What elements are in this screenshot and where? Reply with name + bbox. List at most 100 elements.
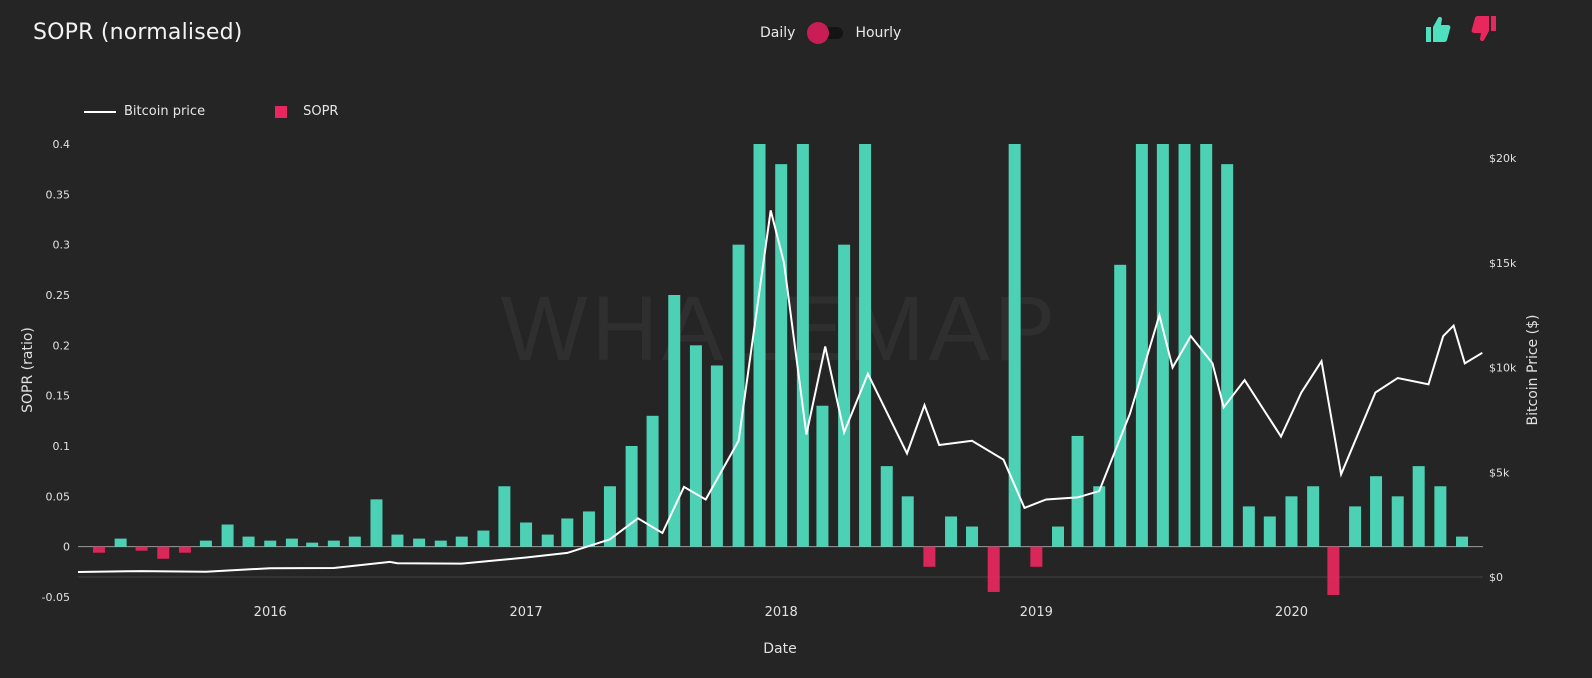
sopr-bar xyxy=(221,524,234,547)
sopr-bar xyxy=(455,536,468,547)
sopr-bar xyxy=(689,345,702,547)
sopr-bar xyxy=(1221,164,1234,547)
y-left-tick-label: 0.15 xyxy=(46,390,71,403)
y-right-tick-label: $20k xyxy=(1489,152,1517,165)
y-right-tick-label: $5k xyxy=(1489,466,1510,479)
sopr-bar xyxy=(520,522,533,547)
y-left-tick-label: 0.3 xyxy=(53,239,71,252)
sopr-bar xyxy=(945,516,958,547)
x-axis-title: Date xyxy=(763,641,796,657)
sopr-bars xyxy=(92,144,1469,595)
sopr-bar xyxy=(1456,536,1469,547)
sopr-bar xyxy=(242,536,255,547)
sopr-bar xyxy=(413,538,426,547)
sopr-bar xyxy=(391,534,404,547)
sopr-bar xyxy=(816,405,829,547)
bitcoin-price-line xyxy=(77,210,1483,573)
sopr-bar xyxy=(561,518,574,547)
legend-label-sopr: SOPR xyxy=(303,104,339,119)
sopr-bar xyxy=(1434,486,1447,547)
toggle-label-hourly[interactable]: Hourly xyxy=(855,25,902,41)
sopr-bar xyxy=(477,530,490,547)
sopr-bar xyxy=(1114,264,1127,547)
sopr-bar xyxy=(498,486,511,547)
sopr-bar xyxy=(1285,496,1298,547)
sopr-bar xyxy=(1349,506,1362,547)
x-tick-label: 2020 xyxy=(1275,605,1308,620)
sopr-bar xyxy=(1200,144,1213,547)
y-right-tick-label: $10k xyxy=(1489,362,1517,375)
legend-line-swatch xyxy=(84,110,116,113)
granularity-toggle[interactable]: Daily Hourly xyxy=(760,22,902,44)
sopr-bar xyxy=(114,538,127,547)
y-axis-left-title: SOPR (ratio) xyxy=(20,327,36,413)
sopr-bar xyxy=(92,546,105,553)
toggle-label-daily[interactable]: Daily xyxy=(760,25,796,41)
y-axis-right-title: Bitcoin Price ($) xyxy=(1525,315,1541,426)
sopr-bar xyxy=(582,511,595,547)
sopr-bar xyxy=(753,144,766,547)
sopr-bar xyxy=(1135,144,1148,547)
x-tick-label: 2018 xyxy=(765,605,798,620)
sopr-bar xyxy=(1156,144,1169,547)
sopr-bar xyxy=(1327,546,1340,595)
y-left-tick-label: 0.25 xyxy=(46,289,71,302)
thumbs-down-icon[interactable] xyxy=(1470,14,1498,44)
sopr-bar xyxy=(285,538,298,547)
sopr-bar xyxy=(1242,506,1255,547)
y-left-tick-label: 0.4 xyxy=(53,138,71,151)
y-right-tick-label: $0 xyxy=(1489,571,1503,584)
sopr-bar xyxy=(1391,496,1404,547)
sopr-bar xyxy=(1412,466,1425,547)
y-left-tick-label: 0.35 xyxy=(46,188,71,201)
sopr-bar xyxy=(178,546,191,553)
x-tick-label: 2019 xyxy=(1020,605,1053,620)
sopr-bar xyxy=(901,496,914,547)
legend-item-sopr[interactable]: SOPR xyxy=(275,104,338,119)
sopr-bar xyxy=(1030,546,1043,567)
legend-item-price[interactable]: Bitcoin price xyxy=(84,104,205,119)
toggle-knob[interactable] xyxy=(807,22,830,44)
sopr-bar xyxy=(370,499,383,547)
sopr-bar xyxy=(1071,435,1084,547)
sopr-bar xyxy=(264,540,277,547)
sopr-bar xyxy=(157,546,170,559)
sopr-bar xyxy=(966,526,979,547)
toggle-switch[interactable] xyxy=(807,22,844,44)
sopr-bar xyxy=(199,540,212,547)
page-title: SOPR (normalised) xyxy=(33,20,243,45)
legend-square-swatch xyxy=(275,105,288,118)
sopr-bar xyxy=(710,365,723,547)
left-axis: 0.4 0.35 0.3 0.25 0.2 0.15 0.1 0.05 0 -0.05 xyxy=(42,138,70,604)
x-tick-label: 2017 xyxy=(510,605,543,620)
y-left-tick-label: -0.05 xyxy=(42,591,70,604)
y-right-tick-label: $15k xyxy=(1489,257,1517,270)
sopr-bar xyxy=(1263,516,1276,547)
sopr-bar xyxy=(434,540,447,547)
sopr-bar xyxy=(1370,476,1383,547)
y-left-tick-label: 0.05 xyxy=(46,490,71,503)
sopr-bar xyxy=(348,536,361,547)
x-axis: 2016 2017 2018 2019 2020 xyxy=(254,605,1308,620)
sopr-bar xyxy=(775,164,788,547)
chart-legend: Bitcoin price SOPR xyxy=(84,104,408,119)
sopr-bar xyxy=(327,540,340,547)
sopr-bar xyxy=(987,546,1000,592)
y-left-tick-label: 0 xyxy=(63,541,70,554)
sopr-bar xyxy=(541,534,554,547)
feedback-buttons xyxy=(1424,14,1498,44)
sopr-bar xyxy=(923,546,936,567)
sopr-bar xyxy=(1008,144,1021,547)
sopr-bar xyxy=(668,295,681,547)
thumbs-up-icon[interactable] xyxy=(1424,14,1452,44)
sopr-bar xyxy=(646,415,659,547)
sopr-bar xyxy=(796,144,809,547)
legend-label-price: Bitcoin price xyxy=(124,104,206,119)
sopr-bar xyxy=(732,244,745,547)
sopr-bar xyxy=(1307,486,1320,547)
y-left-tick-label: 0.1 xyxy=(53,440,71,453)
sopr-bar xyxy=(859,144,872,547)
sopr-bar xyxy=(1093,486,1106,547)
sopr-bar xyxy=(625,446,638,547)
